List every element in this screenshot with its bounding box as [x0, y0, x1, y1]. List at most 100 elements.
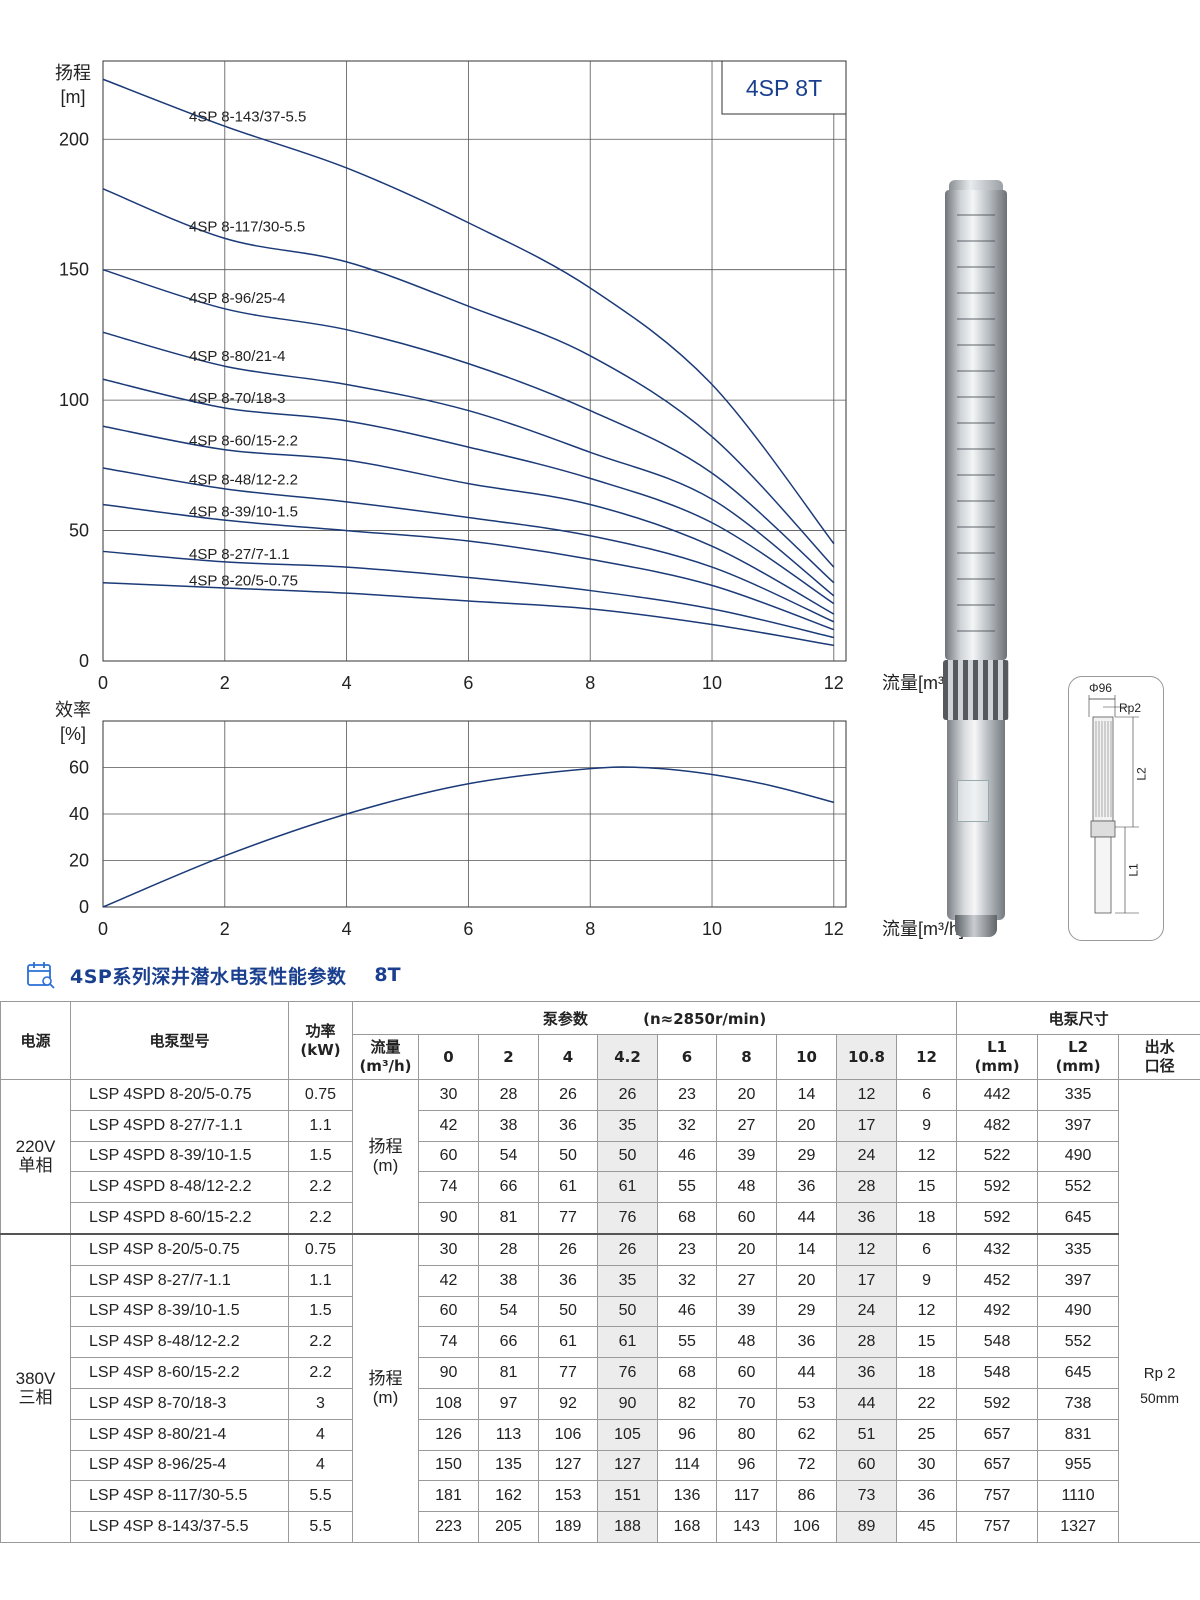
header-power-l2: (kW)	[300, 1040, 341, 1059]
head-value-cell: 97	[478, 1387, 539, 1420]
power-cell: 1.5	[288, 1140, 353, 1173]
head-value-cell: 50	[538, 1140, 598, 1173]
model-cell: LSP 4SP 8-70/18-3	[70, 1387, 289, 1420]
head-value-cell: 60	[716, 1357, 777, 1389]
head-curve-1	[102, 188, 835, 568]
y-tick-label: 50	[69, 521, 89, 541]
head-value-cell: 66	[478, 1326, 539, 1359]
head-value-cell: 60	[836, 1449, 897, 1482]
outlet-cell: Rp 2 50mm	[1118, 1079, 1200, 1543]
y-tick-label: 0	[79, 897, 89, 917]
head-value-cell: 26	[597, 1079, 658, 1111]
header-flow: 流量 (m³/h)	[352, 1034, 419, 1080]
l1-cell: 657	[956, 1449, 1039, 1482]
power-cell: 0.75	[288, 1232, 353, 1266]
l1-cell: 492	[956, 1295, 1039, 1328]
y-tick-label: 200	[59, 129, 89, 149]
head-value-cell: 74	[418, 1171, 479, 1204]
power-cell: 3	[288, 1387, 353, 1420]
x-tick-label: 12	[824, 919, 844, 939]
head-value-cell: 90	[597, 1387, 658, 1420]
head-value-cell: 92	[538, 1387, 598, 1420]
head-value-cell: 36	[836, 1357, 897, 1389]
head-value-cell: 46	[657, 1140, 717, 1173]
power-cell: 2.2	[288, 1357, 353, 1389]
power-cell: 2.2	[288, 1326, 353, 1359]
power-cell: 0.75	[288, 1079, 353, 1111]
table-row: LSP 4SP 8-48/12-2.2 2.2 74 66 61 61 55 48 36 28 15…	[1, 1326, 1200, 1359]
head-value-cell: 42	[418, 1109, 479, 1142]
curve-label: 4SP 8-20/5-0.75	[189, 572, 298, 589]
head-value-cell: 36	[836, 1202, 897, 1235]
head-unit: (m)	[372, 1156, 399, 1176]
x-tick-label: 6	[463, 673, 473, 693]
model-cell: LSP 4SP 8-80/21-4	[70, 1418, 289, 1451]
head-value-cell: 127	[597, 1449, 658, 1482]
l1-cell: 592	[956, 1387, 1039, 1420]
head-value-cell: 223	[418, 1511, 479, 1543]
power-cell: 4	[288, 1449, 353, 1482]
table-row: LSP 4SP 8-117/30-5.5 5.5 181 162 153 151 136 11…	[1, 1480, 1200, 1513]
header-outlet-l2: 口径	[1144, 1057, 1175, 1075]
power-source-voltage: 380V	[15, 1369, 56, 1389]
x-tick-label: 4	[342, 673, 352, 693]
l1-cell: 522	[956, 1140, 1039, 1173]
head-value-cell: 60	[716, 1202, 777, 1235]
head-value-cell: 114	[657, 1449, 717, 1482]
header-l1-l1: L1	[987, 1038, 1008, 1056]
head-value-cell: 32	[657, 1264, 717, 1297]
x-tick-label: 8	[585, 673, 595, 693]
head-value-cell: 96	[716, 1449, 777, 1482]
head-value-cell: 9	[895, 1109, 958, 1142]
head-value-cell: 96	[657, 1418, 717, 1451]
l2-cell: 335	[1037, 1079, 1120, 1111]
l2-cell: 831	[1037, 1418, 1120, 1451]
head-value-cell: 36	[895, 1480, 958, 1513]
head-value-cell: 48	[716, 1326, 777, 1359]
head-value-cell: 30	[418, 1079, 479, 1111]
y-tick-label: 100	[59, 390, 89, 410]
head-value-cell: 61	[538, 1326, 598, 1359]
power-source-voltage: 220V	[15, 1137, 56, 1157]
l2-cell: 335	[1037, 1232, 1120, 1266]
table-row: 220V 单相 LSP 4SPD 8-20/5-0.75 0.75 扬程 (m) 30 28 2…	[0, 1078, 1200, 1543]
model-cell: LSP 4SP 8-48/12-2.2	[70, 1326, 289, 1359]
power-cell: 5.5	[288, 1480, 353, 1513]
head-value-cell: 136	[657, 1480, 717, 1513]
pump-stage-rib	[957, 500, 995, 502]
header-outlet: 出水 口径	[1118, 1034, 1200, 1080]
power-source-phase: 三相	[18, 1388, 53, 1408]
head-curve-9	[102, 581, 834, 647]
outlet-thread: Rp 2	[1143, 1365, 1176, 1383]
table-row: LSP 4SP 8-39/10-1.5 1.5 60 54 50 50 46 39 29 24 12…	[1, 1295, 1200, 1328]
head-value-cell: 44	[776, 1357, 837, 1389]
head-curve-7	[102, 503, 835, 631]
head-value-cell: 6	[895, 1232, 958, 1266]
header-speed: (n≈2850r/min)	[643, 1009, 767, 1028]
dimension-drawing-lines	[1088, 695, 1139, 914]
head-value-cell: 14	[776, 1079, 837, 1111]
head-value-cell: 189	[538, 1511, 598, 1543]
head-value-cell: 24	[836, 1295, 897, 1328]
power-cell: 4	[288, 1418, 353, 1451]
head-value-cell: 66	[478, 1171, 539, 1204]
head-value-cell: 76	[597, 1202, 658, 1235]
head-value-cell: 68	[657, 1357, 717, 1389]
head-value-cell: 77	[538, 1357, 598, 1389]
head-label: 扬程	[368, 1369, 403, 1389]
model-cell: LSP 4SP 8-39/10-1.5	[70, 1295, 289, 1328]
head-value-cell: 81	[478, 1357, 539, 1389]
head-unit: (m)	[372, 1388, 399, 1408]
head-value-cell: 38	[478, 1264, 539, 1297]
head-value-cell: 68	[657, 1202, 717, 1235]
y-tick-label: 60	[69, 758, 89, 778]
head-value-cell: 24	[836, 1140, 897, 1173]
head-value-cell: 108	[418, 1387, 479, 1420]
head-value-cell: 53	[776, 1387, 837, 1420]
curve-label: 4SP 8-143/37-5.5	[189, 109, 306, 126]
head-value-cell: 113	[478, 1418, 539, 1451]
l2-cell: 1327	[1037, 1511, 1120, 1543]
table-row: LSP 4SP 8-60/15-2.2 2.2 90 81 77 76 68 60 44 36 18…	[1, 1357, 1200, 1389]
l1-cell: 657	[956, 1418, 1039, 1451]
